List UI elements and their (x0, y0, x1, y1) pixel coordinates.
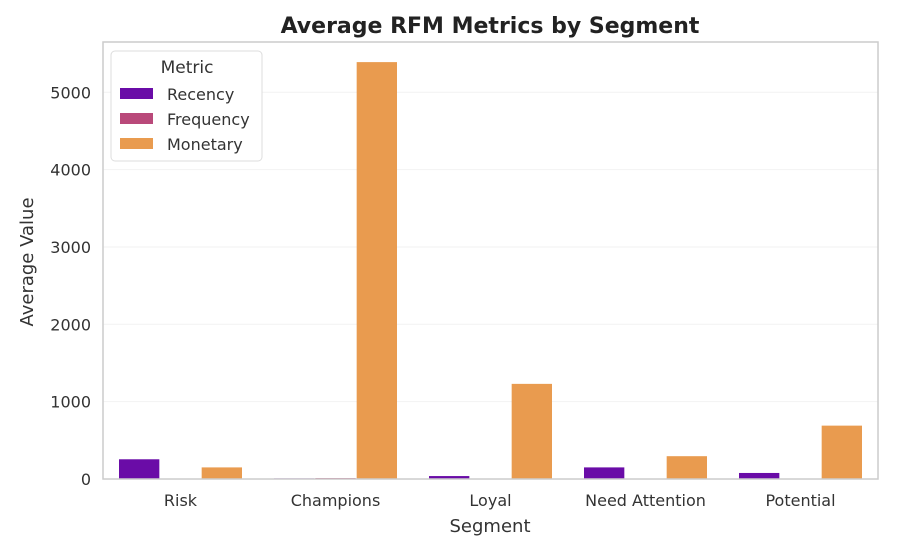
legend-label: Frequency (167, 110, 250, 129)
y-tick-label: 5000 (50, 83, 91, 102)
legend-swatch (120, 88, 153, 99)
x-axis-title: Segment (450, 516, 531, 537)
y-tick-label: 4000 (50, 161, 91, 180)
chart-title: Average RFM Metrics by Segment (281, 14, 700, 39)
bar-recency (119, 459, 160, 479)
bar-monetary (201, 467, 242, 479)
y-tick-label: 0 (81, 470, 91, 489)
legend-swatch (120, 138, 153, 149)
legend-label: Recency (167, 85, 234, 104)
legend: Metric Recency Frequency Monetary (110, 50, 263, 162)
y-tick-label: 1000 (50, 393, 91, 412)
bar-monetary (821, 425, 862, 479)
bar-recency (739, 472, 780, 479)
plot-frame (102, 41, 879, 480)
y-axis-title: Average Value (17, 197, 38, 326)
y-tick-label: 3000 (50, 238, 91, 257)
x-tick-label: Potential (765, 491, 835, 510)
x-tick-label: Risk (164, 491, 198, 510)
x-tick-label: Need Attention (585, 491, 706, 510)
legend-box (110, 50, 263, 162)
legend-label: Monetary (167, 135, 243, 154)
bar-monetary (356, 62, 397, 479)
bar-recency (584, 467, 625, 479)
bar-monetary (511, 383, 552, 479)
x-tick-label: Loyal (469, 491, 511, 510)
axes: 0 1000 2000 3000 4000 5000 Risk Champions Loyal N… (50, 83, 835, 510)
bar-monetary (666, 456, 707, 479)
bar-recency (429, 476, 470, 479)
y-tick-label: 2000 (50, 315, 91, 334)
x-tick-label: Champions (291, 491, 381, 510)
legend-title: Metric (161, 58, 214, 78)
legend-swatch (120, 113, 153, 124)
